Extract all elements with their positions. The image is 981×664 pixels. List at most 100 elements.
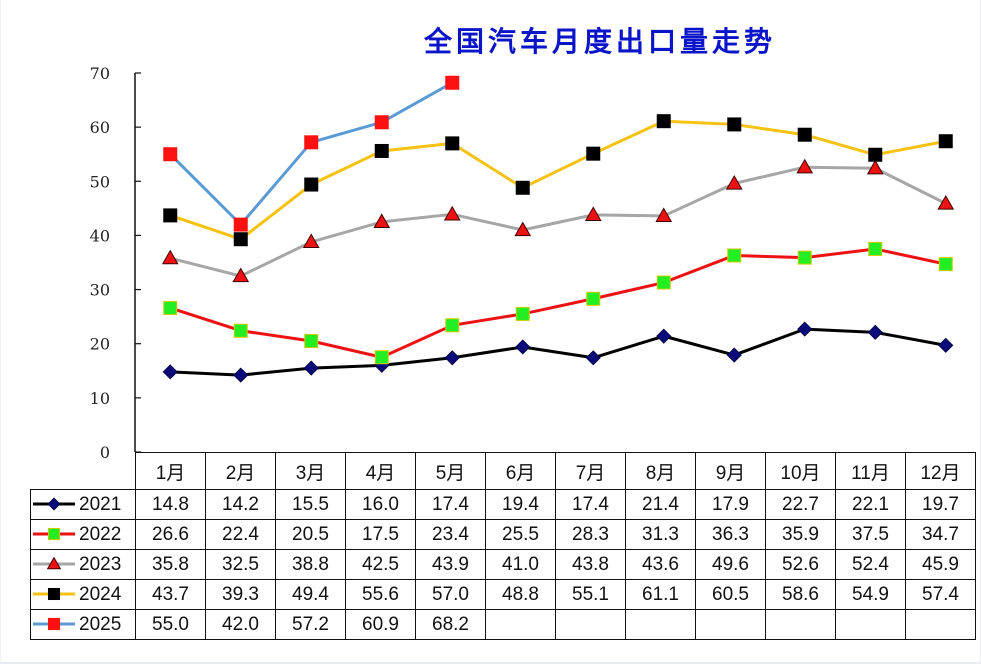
table-header-cell: 3月 [275,452,346,490]
data-point-square-marker-icon [304,334,319,349]
data-point-square-marker-icon [233,217,248,232]
series-line-2021 [170,327,947,377]
table-cell: 20.5 [275,519,346,550]
table-cell: 49.4 [275,579,346,610]
table-header-cell: 7月 [555,452,626,490]
table-cell [555,609,626,640]
table-row: 2022 26.6 22.4 20.5 17.5 23.4 25.5 28.3 31.3 36.3… [30,519,976,550]
series-line-2024 [169,119,947,241]
table-cell: 17.4 [555,489,626,520]
legend-cell: 2024 [30,579,136,610]
table-cell [765,609,836,640]
series-line-2025 [169,81,453,227]
table-cell [695,609,766,640]
table-cell: 17.4 [415,489,486,520]
legend-label: 2022 [79,523,122,545]
table-cell: 28.3 [555,519,626,550]
data-point-square-marker-icon [797,127,812,142]
table-header-cell: 11月 [835,452,906,490]
table-cell: 22.4 [205,519,276,550]
data-point-square-marker-icon [586,291,601,306]
table-corner [30,452,136,490]
legend-cell: 2021 [30,489,136,520]
table-cell: 25.5 [485,519,556,550]
data-point-square-marker-icon [304,177,319,192]
table-cell: 26.6 [135,519,206,550]
table-cell: 17.5 [345,519,416,550]
table-cell: 57.2 [275,609,346,640]
data-point-square-marker-icon [656,114,671,129]
table-cell: 16.0 [345,489,416,520]
data-point-square-marker-icon [445,136,460,151]
table-cell: 54.9 [835,579,906,610]
legend-label: 2024 [79,583,122,605]
data-point-diamond-marker-icon [726,347,742,363]
table-cell: 43.7 [135,579,206,610]
data-point-square-marker-icon [797,250,812,265]
y-tick-label: 20 [90,335,110,354]
data-point-square-marker-icon [515,180,530,195]
table-cell: 68.2 [415,609,486,640]
data-point-triangle-marker-icon [373,213,391,229]
data-point-square-marker-icon [938,257,953,272]
table-header-cell: 4月 [345,452,416,490]
data-point-square-marker-icon [586,146,601,161]
legend-label: 2021 [79,493,122,515]
table-cell: 48.8 [485,579,556,610]
table-cell [485,609,556,640]
data-point-triangle-marker-icon [232,267,250,283]
data-point-diamond-marker-icon [656,328,672,344]
table-cell: 43.8 [555,549,626,580]
table-cell [625,609,696,640]
table-cell: 55.6 [345,579,416,610]
data-point-square-marker-icon [374,143,389,158]
data-point-triangle-marker-icon [443,205,461,221]
data-point-square-marker-icon [868,147,883,162]
legend-square-marker-icon [33,588,75,601]
table-cell: 37.5 [835,519,906,550]
data-table: 1月 2月 3月 4月 5月 6月 7月 8月 9月 10月 11月 12月 2… [30,452,976,640]
table-header-cell: 1月 [135,452,206,490]
table-header-cell: 2月 [205,452,276,490]
data-point-square-marker-icon [304,135,319,150]
data-point-square-marker-icon [163,300,178,315]
table-header-cell: 10月 [765,452,836,490]
legend-label: 2025 [79,613,122,635]
data-point-diamond-marker-icon [444,350,460,366]
table-cell: 52.6 [765,549,836,580]
y-tick-label: 50 [90,172,110,191]
data-point-triangle-marker-icon [514,221,532,237]
data-point-triangle-marker-icon [584,206,602,221]
table-cell: 31.3 [625,519,696,550]
table-cell: 19.4 [485,489,556,520]
data-point-diamond-marker-icon [162,364,178,380]
table-cell: 52.4 [835,549,906,580]
table-row: 2021 14.8 14.2 15.5 16.0 17.4 19.4 17.4 21.4 17.9… [30,489,976,520]
table-header-cell: 12月 [905,452,976,490]
table-cell: 38.8 [275,549,346,580]
table-cell: 14.2 [205,489,276,520]
table-cell: 35.9 [765,519,836,550]
y-tick-label: 60 [90,118,110,137]
series-line-2023 [169,165,947,278]
data-point-square-marker-icon [445,318,460,333]
table-cell: 58.6 [765,579,836,610]
legend-cell: 2025 [30,609,136,640]
table-cell: 57.0 [415,579,486,610]
legend-cell: 2022 [30,519,136,550]
legend-square-marker-icon [33,618,75,631]
data-point-square-marker-icon [163,208,178,223]
data-point-square-marker-icon [727,248,742,263]
table-cell: 23.4 [415,519,486,550]
table-cell: 17.9 [695,489,766,520]
table-header-cell: 5月 [415,452,486,490]
data-point-diamond-marker-icon [303,360,319,376]
table-cell: 43.9 [415,549,486,580]
data-point-triangle-marker-icon [937,194,955,210]
table-row: 2023 35.8 32.5 38.8 42.5 43.9 41.0 43.8 43.6 49.6… [30,549,976,580]
table-cell: 36.3 [695,519,766,550]
table-cell: 14.8 [135,489,206,520]
data-point-square-marker-icon [515,306,530,321]
table-cell: 55.0 [135,609,206,640]
